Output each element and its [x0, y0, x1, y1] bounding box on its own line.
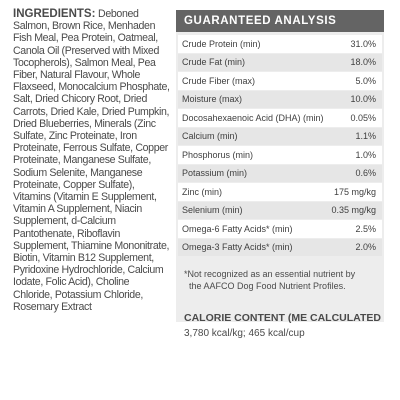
analysis-row: Selenium (min) 0.35 mg/kg [178, 201, 382, 219]
analysis-row: Potassium (min) 0.6% [178, 164, 382, 182]
analysis-row: Calcium (min) 1.1% [178, 127, 382, 145]
analysis-label: Crude Fat (min) [182, 57, 246, 68]
analysis-row: Docosahexaenoic Acid (DHA) (min) 0.05% [178, 109, 382, 127]
analysis-row: Omega-3 Fatty Acids* (min) 2.0% [178, 238, 382, 256]
guaranteed-analysis-table: Crude Protein (min) 31.0% Crude Fat (min) 1… [178, 35, 382, 256]
analysis-label: Crude Protein (min) [182, 38, 261, 49]
ingredients-heading: INGREDIENTS: [13, 8, 96, 20]
footnote-line-2: the AAFCO Dog Food Nutrient Profiles. [189, 281, 346, 291]
analysis-label: Omega-3 Fatty Acids* (min) [182, 242, 293, 253]
analysis-value: 5.0% [355, 75, 376, 86]
analysis-value: 31.0% [350, 38, 376, 49]
analysis-row: Zinc (min) 175 mg/kg [178, 183, 382, 201]
calorie-content-value: 3,780 kcal/kg; 465 kcal/cup [184, 328, 305, 339]
analysis-label: Docosahexaenoic Acid (DHA) (min) [182, 112, 324, 123]
analysis-label: Potassium (min) [182, 168, 248, 179]
analysis-value: 10.0% [350, 94, 376, 105]
analysis-row: Crude Fat (min) 18.0% [178, 53, 382, 71]
analysis-value: 18.0% [350, 57, 376, 68]
analysis-value: 0.05% [350, 112, 376, 123]
analysis-label: Selenium (min) [182, 205, 243, 216]
footnote-line-1: *Not recognized as an essential nutrient… [184, 269, 356, 279]
analysis-value: 0.35 mg/kg [331, 205, 376, 216]
analysis-value: 2.0% [355, 242, 376, 253]
guaranteed-analysis-title: GUARANTEED ANALYSIS [176, 10, 384, 32]
analysis-row: Moisture (max) 10.0% [178, 90, 382, 108]
analysis-label: Moisture (max) [182, 94, 243, 105]
ingredients-text: Deboned Salmon, Brown Rice, Menhaden Fis… [13, 8, 170, 313]
analysis-label: Calcium (min) [182, 131, 238, 142]
analysis-label: Phosphorus (min) [182, 149, 254, 160]
analysis-label: Zinc (min) [182, 186, 222, 197]
calorie-content-title: CALORIE CONTENT (ME CALCULATED [184, 312, 381, 324]
analysis-row: Omega-6 Fatty Acids* (min) 2.5% [178, 220, 382, 238]
analysis-label: Crude Fiber (max) [182, 75, 256, 86]
analysis-label: Omega-6 Fatty Acids* (min) [182, 223, 293, 234]
analysis-row: Crude Fiber (max) 5.0% [178, 72, 382, 90]
aafco-footnote: *Not recognized as an essential nutrient… [184, 268, 384, 292]
ingredients-block: INGREDIENTS: Deboned Salmon, Brown Rice,… [13, 8, 171, 313]
analysis-value: 1.1% [355, 131, 376, 142]
analysis-value: 175 mg/kg [333, 186, 376, 197]
analysis-row: Crude Protein (min) 31.0% [178, 35, 382, 53]
analysis-value: 0.6% [355, 168, 376, 179]
guaranteed-analysis-panel: GUARANTEED ANALYSIS Crude Protein (min) 3… [176, 10, 384, 339]
analysis-value: 2.5% [355, 223, 376, 234]
analysis-value: 1.0% [355, 149, 376, 160]
analysis-row: Phosphorus (min) 1.0% [178, 146, 382, 164]
